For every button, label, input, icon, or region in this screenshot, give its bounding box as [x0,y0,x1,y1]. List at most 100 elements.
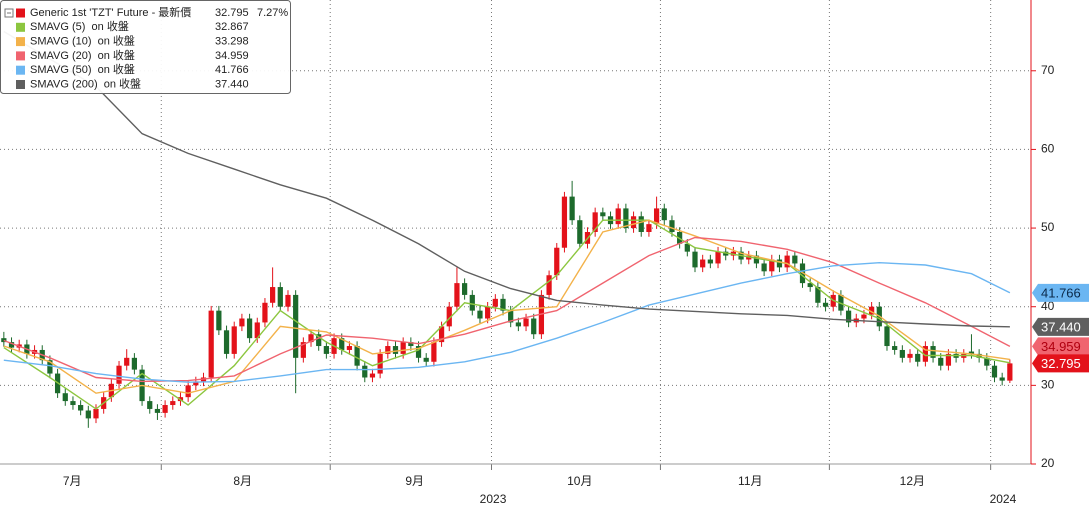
candle-body [976,353,982,358]
candle-body [438,326,445,343]
candle-body [692,251,698,268]
axis-tag-label: 32.795 [1041,356,1081,371]
candle-body [162,405,168,413]
candle-body [354,346,360,366]
legend-label: SMAVG (50) on 收盤 [30,62,135,76]
ma-line [3,30,1010,328]
candle-body [815,287,821,303]
candle-body [339,338,345,350]
candle-body [485,306,491,319]
candle-body [569,196,575,221]
x-tick-label: 7月 [63,474,82,488]
legend: Generic 1st 'TZT' Future - 最新價 32.795 7.27… [0,0,291,94]
candle-body [554,247,560,276]
candle-body [892,346,898,350]
candle-body [239,318,245,327]
candle-body [661,208,667,221]
candle-body [231,326,237,354]
ma-line [3,261,1011,383]
candle-body [385,346,391,354]
candle-body [477,310,483,319]
legend-swatch [16,8,25,18]
legend-box [0,0,291,94]
candle-body [991,365,998,378]
candle-body [515,322,521,327]
candle-body [277,287,283,307]
candle-body [715,251,721,264]
legend-label: SMAVG (200) on 收盤 [30,76,141,90]
candle-body [845,310,852,323]
candle-body [700,259,706,268]
candle-body [47,360,53,374]
legend-swatch [16,22,25,32]
legend-swatch [16,65,25,75]
candle-body [362,365,368,378]
candle-body [308,334,314,343]
candle-body [907,353,913,358]
candle-body [346,346,353,350]
candle-body [262,302,268,323]
y-tick-label: 70 [1041,63,1055,77]
legend-label: Generic 1st 'TZT' Future - 最新價 [30,5,191,19]
ma-line [3,219,1010,394]
x-tick-label: 10月 [567,474,592,488]
candle-body [638,216,644,232]
candle-body [193,381,199,386]
legend-value: 37.440 [215,78,249,90]
axis-tag-label: 34.959 [1041,339,1081,354]
candle-body [85,410,91,419]
y-tick-label: 40 [1041,299,1055,313]
candle-body [124,357,130,366]
candle-body [270,287,276,303]
legend-value: 33.298 [215,36,249,48]
candle-body [492,298,498,307]
candle-body [869,306,875,315]
candle-body [78,405,84,411]
legend-change: 7.27% [257,7,288,19]
x-tick-label: 8月 [233,474,252,488]
x-tick-label: 9月 [405,474,424,488]
legend-value: 34.959 [215,50,249,62]
candle-body [392,346,399,354]
plot [1,30,1013,428]
candle-body [784,255,790,268]
candle-body [293,294,299,358]
candle-body [508,310,514,323]
candle-body [461,283,468,295]
candle-body [523,318,529,327]
candle-body [707,259,713,264]
candle-body [400,342,406,354]
candle-body [546,275,552,295]
candle-body [623,208,629,229]
candle-body [945,353,952,366]
legend-value: 32.867 [215,21,249,33]
candle-body [630,216,637,229]
candle-body [70,401,76,406]
candle-body [861,314,867,319]
legend-swatch [16,37,25,47]
y-tick-label: 60 [1041,142,1055,156]
candle-body [999,377,1005,381]
candle-body [761,263,767,272]
candle-body [300,342,306,358]
candle-body [1007,363,1013,381]
legend-label: SMAVG (20) on 收盤 [30,48,135,62]
axis-tag [1032,354,1089,373]
axis-tag-label: 41.766 [1041,285,1081,300]
candle-body [415,346,422,358]
y-tick-label: 50 [1041,220,1055,234]
legend-value: 41.766 [215,64,249,76]
candle-body [154,408,161,413]
candle-body [62,393,68,402]
legend-swatch [16,51,25,61]
candle-body [600,212,606,217]
legend-label: SMAVG (5) on 收盤 [30,19,129,33]
candle-body [884,326,890,347]
year-label: 2024 [990,492,1017,506]
candle-body [822,302,829,307]
candle-body [8,342,15,348]
candle-body [669,220,675,232]
